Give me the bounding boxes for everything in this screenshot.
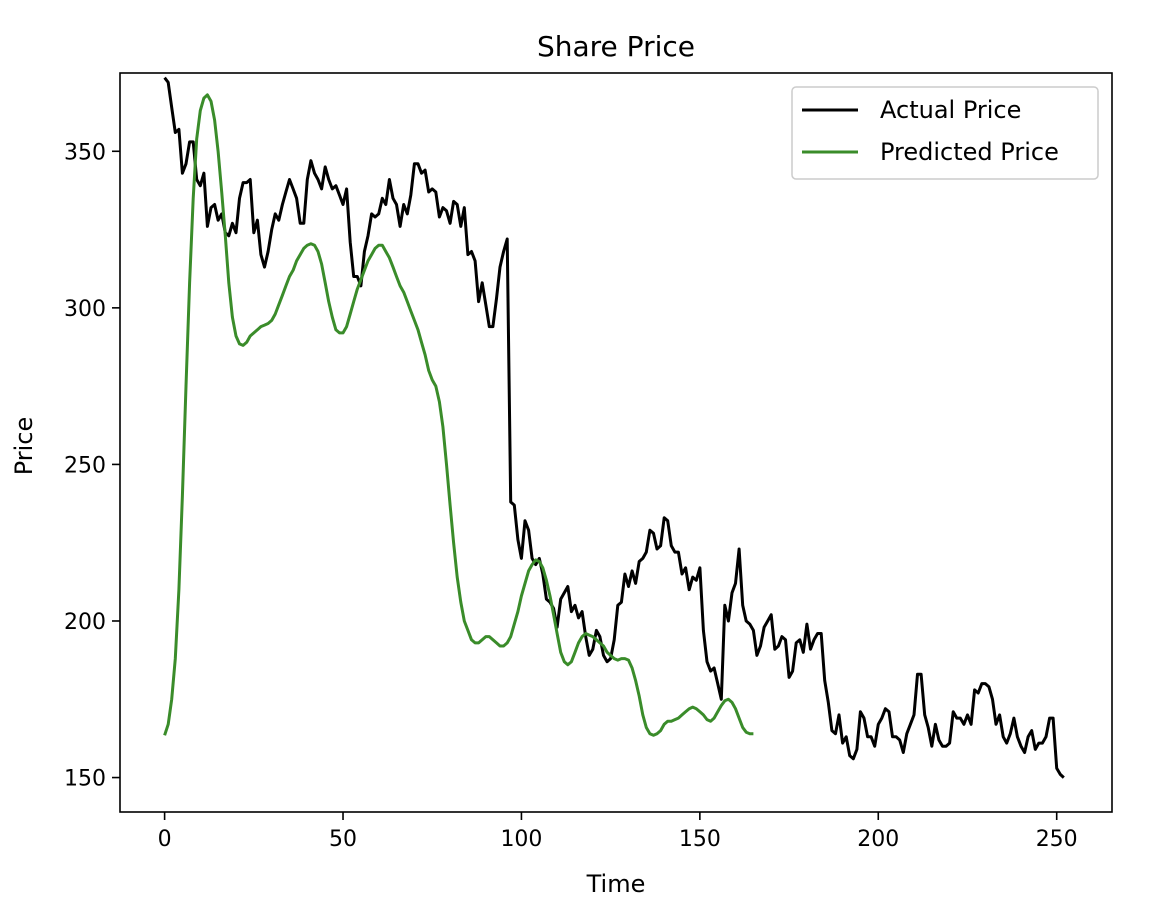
y-tick-label: 350 xyxy=(64,140,106,165)
legend-label-predicted: Predicted Price xyxy=(880,138,1059,166)
x-tick-label: 150 xyxy=(679,827,721,852)
y-tick-label: 200 xyxy=(64,610,106,635)
series-line-predicted-price xyxy=(163,93,754,737)
legend-box xyxy=(791,86,1099,180)
y-tick-label: 150 xyxy=(64,767,106,792)
x-tick-label: 0 xyxy=(158,827,172,852)
legend-label-actual: Actual Price xyxy=(880,96,1021,124)
series-layer xyxy=(163,76,1065,779)
x-tick-label: 50 xyxy=(329,827,357,852)
plot-frame xyxy=(119,72,1113,813)
x-tick-label: 200 xyxy=(857,827,899,852)
y-axis-label: Price xyxy=(10,417,38,476)
chart-title: Share Price xyxy=(537,30,695,63)
ticks-layer: 0 50 100 150 200 250 150 200 250 300 350 xyxy=(64,140,1078,852)
x-tick-label: 100 xyxy=(500,827,542,852)
y-tick-label: 300 xyxy=(64,297,106,322)
series-line-actual-price xyxy=(163,76,1065,779)
legend: Actual Price Predicted Price xyxy=(791,86,1099,180)
x-tick-label: 250 xyxy=(1036,827,1078,852)
x-axis-label: Time xyxy=(586,870,646,898)
y-tick-label: 250 xyxy=(64,453,106,478)
